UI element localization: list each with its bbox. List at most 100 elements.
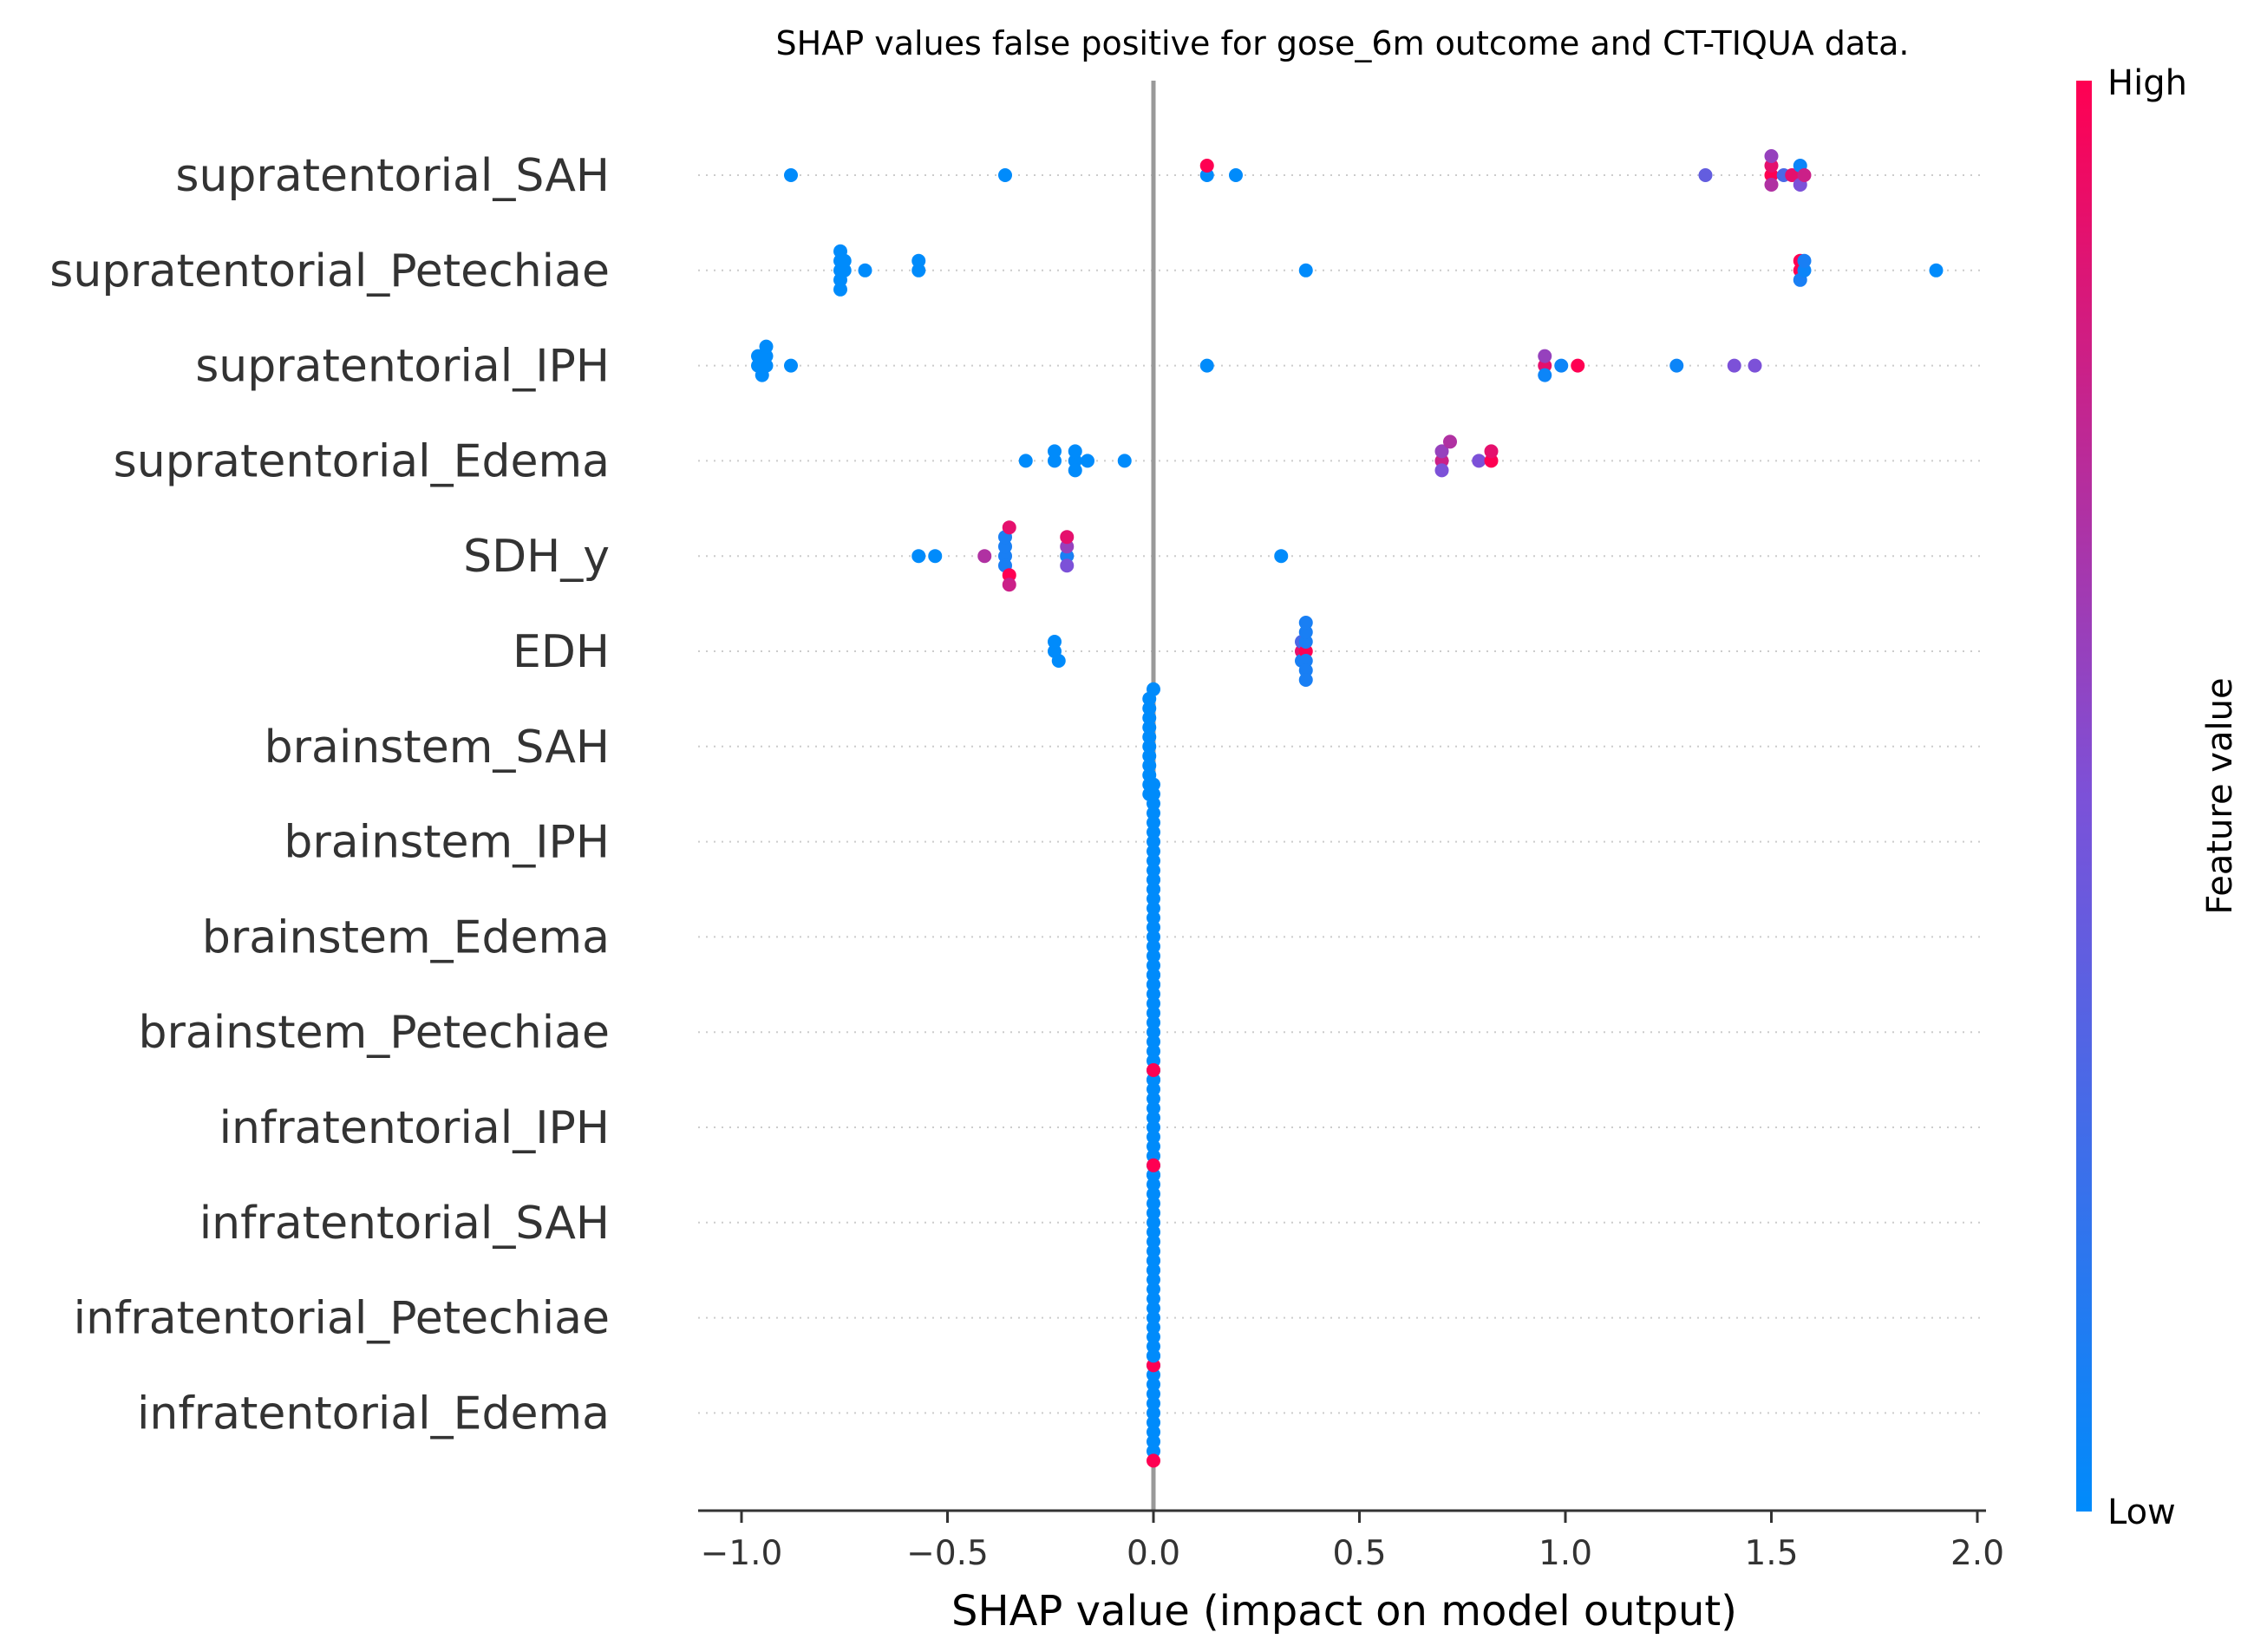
data-point: [1147, 787, 1160, 801]
data-point: [1147, 1301, 1160, 1316]
data-point: [1434, 463, 1449, 478]
feature-label: brainstem_Petechiae: [138, 1007, 610, 1059]
x-tick-label: 1.0: [1539, 1534, 1592, 1573]
data-point: [1147, 1291, 1160, 1306]
data-point: [1147, 1377, 1160, 1392]
x-tick-label: 0.0: [1127, 1534, 1180, 1573]
data-point: [1147, 777, 1160, 792]
data-point: [1147, 1092, 1160, 1106]
data-point: [1298, 625, 1313, 639]
data-point: [1298, 673, 1313, 687]
data-point: [1147, 987, 1160, 1002]
data-point: [1018, 454, 1033, 468]
feature-labels: supratentorial_SAH supratentorial_Petechi…: [49, 150, 610, 1440]
data-point: [1142, 758, 1157, 773]
data-point: [1142, 710, 1157, 725]
data-point: [1142, 748, 1157, 763]
data-point: [1147, 1082, 1160, 1096]
data-point: [1068, 463, 1082, 478]
data-point: [1797, 168, 1812, 182]
data-point: [1147, 1368, 1160, 1382]
data-point: [1142, 729, 1157, 744]
data-point: [1048, 454, 1062, 468]
data-point: [1147, 815, 1160, 830]
data-point: [1147, 1310, 1160, 1325]
data-point: [1048, 444, 1062, 459]
x-tick-label: 2.0: [1950, 1534, 2004, 1573]
x-tick-label: 0.5: [1332, 1534, 1386, 1573]
data-point: [1147, 1177, 1160, 1192]
data-point: [837, 253, 852, 268]
data-point: [1147, 949, 1160, 963]
data-point: [1298, 635, 1313, 649]
data-point: [759, 349, 774, 363]
data-point: [911, 253, 926, 268]
data-point: [1147, 930, 1160, 944]
data-point: [1147, 1120, 1160, 1134]
data-point: [1060, 558, 1075, 573]
data-point: [911, 549, 926, 564]
data-point: [998, 168, 1012, 182]
feature-label: supratentorial_Edema: [114, 435, 610, 487]
data-point: [1484, 444, 1499, 459]
data-point: [837, 263, 852, 278]
data-point: [1147, 1111, 1160, 1125]
data-point: [1142, 739, 1157, 754]
data-point: [1748, 358, 1762, 373]
data-point: [1068, 454, 1082, 468]
data-point: [1147, 891, 1160, 906]
data-point: [1060, 530, 1075, 545]
data-point: [1147, 1158, 1160, 1172]
data-point: [1147, 1073, 1160, 1087]
data-point: [1538, 358, 1552, 373]
data-point: [1785, 168, 1800, 182]
data-point: [1764, 178, 1779, 192]
data-point: [1147, 1253, 1160, 1268]
data-point: [1147, 1387, 1160, 1401]
data-point: [1147, 882, 1160, 897]
data-point: [1199, 168, 1214, 182]
colorbar: [2076, 81, 2092, 1512]
data-point: [1147, 1044, 1160, 1059]
data-point: [1698, 168, 1713, 182]
data-points: [751, 149, 1944, 1468]
data-point: [998, 549, 1012, 564]
data-point: [1147, 977, 1160, 992]
data-point: [1147, 1358, 1160, 1373]
data-point: [1147, 806, 1160, 820]
feature-label: SDH_y: [463, 531, 610, 583]
feature-label: infratentorial_SAH: [199, 1198, 610, 1250]
feature-label: brainstem_SAH: [265, 722, 610, 774]
data-point: [1147, 1329, 1160, 1344]
data-point: [1147, 1444, 1160, 1459]
feature-label: supratentorial_IPH: [195, 341, 610, 393]
data-point: [977, 549, 992, 564]
data-point: [858, 263, 872, 278]
data-point: [1147, 682, 1160, 696]
data-point: [928, 549, 943, 564]
data-point: [1147, 1139, 1160, 1153]
data-point: [1727, 358, 1741, 373]
feature-label: EDH: [513, 626, 610, 678]
data-point: [1147, 1215, 1160, 1230]
data-point: [1147, 825, 1160, 839]
data-point: [1298, 663, 1313, 677]
data-point: [1002, 578, 1016, 592]
data-point: [1147, 1101, 1160, 1115]
data-point: [1147, 844, 1160, 859]
data-point: [1443, 434, 1457, 449]
data-point: [1048, 635, 1062, 649]
colorbar-high-label: High: [2107, 63, 2187, 103]
data-point: [1472, 454, 1486, 468]
data-point: [833, 282, 847, 297]
feature-label: supratentorial_Petechiae: [49, 245, 610, 297]
data-point: [1147, 1415, 1160, 1430]
data-point: [1147, 1234, 1160, 1249]
chart-title: SHAP values false positive for gose_6m o…: [776, 24, 1910, 62]
feature-label: supratentorial_SAH: [175, 150, 610, 202]
data-point: [1147, 1282, 1160, 1296]
data-point: [1147, 1025, 1160, 1040]
feature-label: brainstem_IPH: [284, 817, 610, 869]
data-point: [1147, 1224, 1160, 1239]
